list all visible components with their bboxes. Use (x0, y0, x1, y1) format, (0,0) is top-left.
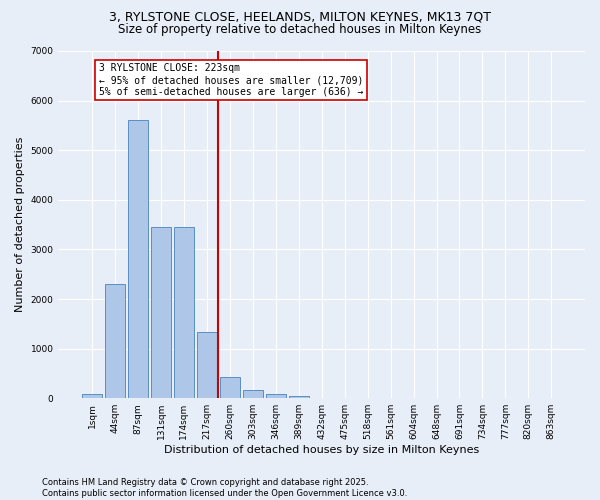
Bar (174, 227, 194, 398)
Bar (128, 120, 148, 398)
Y-axis label: Number of detached properties: Number of detached properties (15, 137, 25, 312)
Text: Size of property relative to detached houses in Milton Keynes: Size of property relative to detached ho… (118, 22, 482, 36)
Bar (220, 377, 239, 398)
Bar (266, 394, 286, 398)
Bar (106, 284, 125, 398)
Bar (151, 227, 171, 398)
X-axis label: Distribution of detached houses by size in Milton Keynes: Distribution of detached houses by size … (164, 445, 479, 455)
Text: 3, RYLSTONE CLOSE, HEELANDS, MILTON KEYNES, MK13 7QT: 3, RYLSTONE CLOSE, HEELANDS, MILTON KEYN… (109, 10, 491, 23)
Bar (197, 332, 217, 398)
Bar (289, 396, 308, 398)
Bar (82, 394, 102, 398)
Text: Contains HM Land Registry data © Crown copyright and database right 2025.
Contai: Contains HM Land Registry data © Crown c… (42, 478, 407, 498)
Text: 3 RYLSTONE CLOSE: 223sqm
← 95% of detached houses are smaller (12,709)
5% of sem: 3 RYLSTONE CLOSE: 223sqm ← 95% of detach… (99, 64, 364, 96)
Bar (243, 390, 263, 398)
